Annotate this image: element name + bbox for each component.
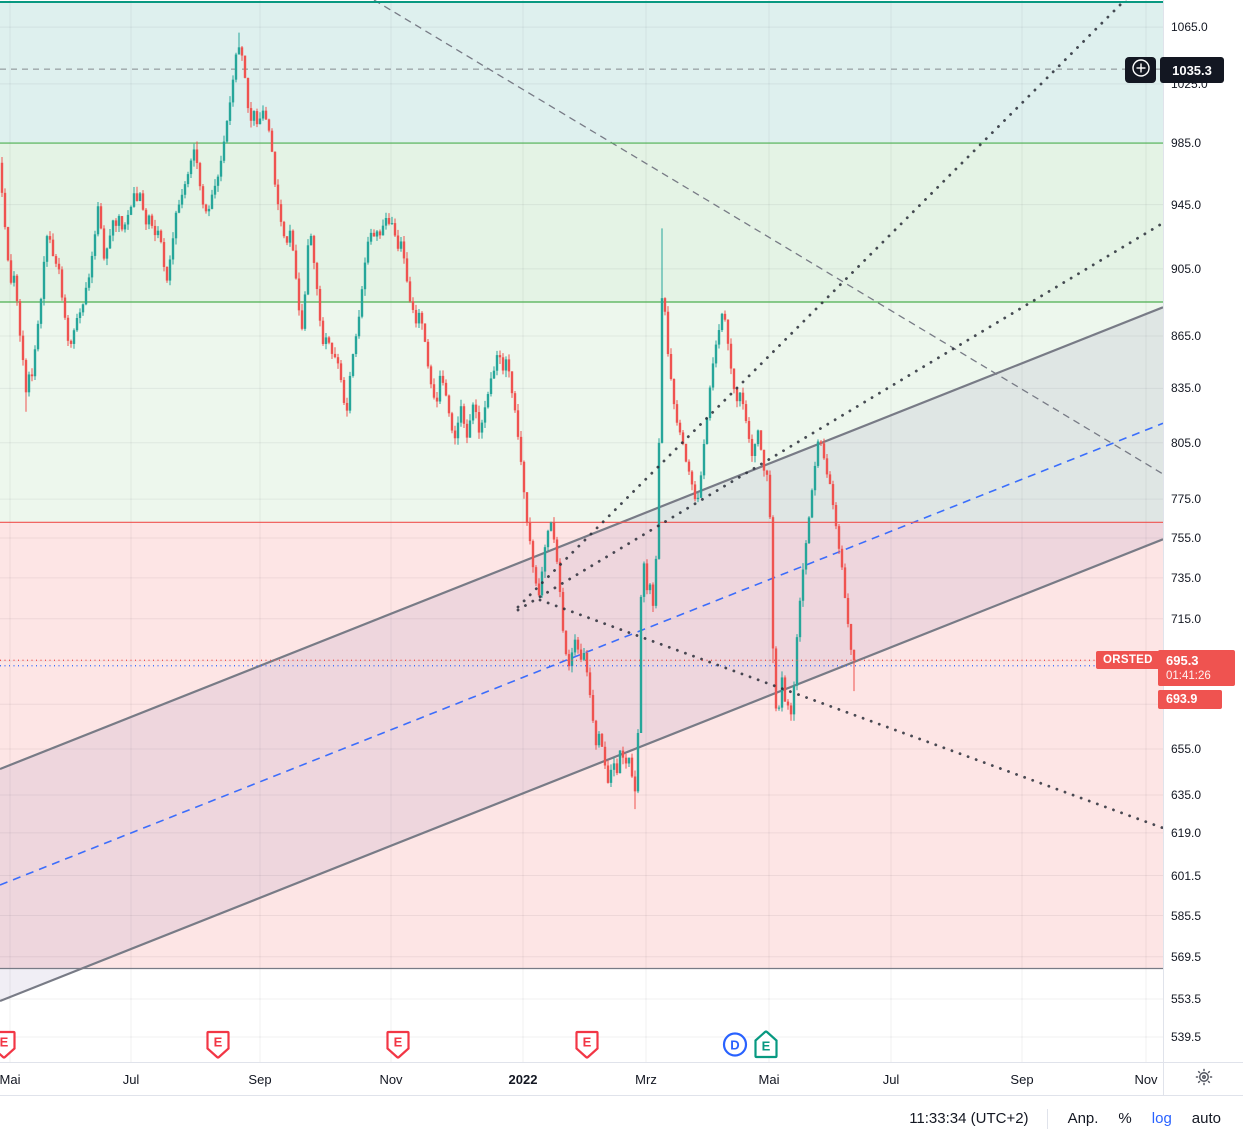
symbol-price-tag: ORSTED xyxy=(1096,651,1160,670)
axis-corner xyxy=(1163,1062,1243,1096)
adjust-button[interactable]: Anp. xyxy=(1067,1110,1099,1127)
svg-text:E: E xyxy=(0,1035,9,1050)
price-tick-label: 835.0 xyxy=(1171,381,1202,396)
price-tick-label: 905.0 xyxy=(1171,261,1202,276)
price-tick-label: 865.0 xyxy=(1171,328,1202,343)
settings-gear-button[interactable] xyxy=(1193,1067,1215,1092)
current-price-label: 695.3 01:41:26 xyxy=(1158,650,1235,686)
time-axis[interactable]: Mai Jul Sep Nov 2022 Mrz Mai Jul Sep Nov xyxy=(0,1062,1163,1096)
dividend-badge[interactable]: D xyxy=(722,1030,748,1059)
price-tick-label: 553.5 xyxy=(1171,992,1202,1006)
status-toolbar: 11:33:34 (UTC+2) Anp. % log auto xyxy=(0,1095,1243,1141)
price-tick-label: 569.5 xyxy=(1171,949,1202,964)
time-tick-label: Jul xyxy=(882,1072,900,1087)
svg-text:E: E xyxy=(214,1035,223,1050)
crosshair-price-label: 1035.3 xyxy=(1160,57,1224,83)
price-tick-label: 635.0 xyxy=(1171,788,1202,802)
time-tick-label: Mai xyxy=(0,1072,21,1087)
price-tick-label: 715.0 xyxy=(1171,611,1202,626)
price-tick-label: 601.5 xyxy=(1171,868,1202,883)
time-tick-label: Mrz xyxy=(635,1072,657,1087)
clock-display[interactable]: 11:33:34 (UTC+2) xyxy=(909,1110,1029,1127)
price-tick-label: 619.0 xyxy=(1171,825,1202,840)
earnings-badge[interactable]: E xyxy=(754,1030,779,1059)
crosshair-plus-icon xyxy=(1130,57,1152,84)
current-price-value: 695.3 xyxy=(1166,653,1199,668)
earnings-badge[interactable]: E xyxy=(575,1030,600,1059)
log-scale-button[interactable]: log xyxy=(1151,1110,1172,1127)
svg-text:E: E xyxy=(394,1035,403,1050)
svg-text:D: D xyxy=(730,1038,739,1053)
price-axis[interactable]: 1065.0 1025.0 985.0 945.0 905.0 865.0 835.0 805… xyxy=(1163,0,1243,1062)
time-tick-label: Sep xyxy=(248,1072,272,1087)
svg-text:E: E xyxy=(762,1039,771,1054)
price-tick-label: 985.0 xyxy=(1171,136,1202,151)
price-tick-label: 735.0 xyxy=(1171,570,1202,585)
time-tick-label: Nov xyxy=(1134,1072,1158,1087)
time-tick-label: Mai xyxy=(758,1072,780,1087)
time-tick-label: Jul xyxy=(122,1072,140,1087)
time-tick-label: Nov xyxy=(379,1072,403,1087)
earnings-badge[interactable]: E xyxy=(206,1030,231,1059)
price-tick-label: 585.5 xyxy=(1171,908,1202,923)
toolbar-divider xyxy=(1046,1108,1048,1129)
prev-close-price-label: 693.9 xyxy=(1158,690,1222,709)
chart-canvas[interactable]: ORSTED xyxy=(0,0,1163,1062)
add-alert-button[interactable] xyxy=(1125,57,1156,83)
candlestick-chart xyxy=(0,0,1163,1062)
price-tick-label: 1065.0 xyxy=(1171,20,1208,35)
price-tick-label: 655.0 xyxy=(1171,741,1202,756)
percent-scale-button[interactable]: % xyxy=(1118,1110,1132,1127)
time-tick-label: Sep xyxy=(1010,1072,1034,1087)
price-tick-label: 539.5 xyxy=(1171,1030,1202,1045)
earnings-badge[interactable]: E xyxy=(386,1030,411,1059)
time-tick-label: 2022 xyxy=(508,1072,538,1087)
price-tick-label: 805.0 xyxy=(1171,435,1202,450)
price-tick-label: 775.0 xyxy=(1171,492,1202,507)
price-tick-label: 755.0 xyxy=(1171,530,1202,545)
price-tick-label: 945.0 xyxy=(1171,197,1202,212)
auto-scale-button[interactable]: auto xyxy=(1191,1110,1221,1127)
gear-icon xyxy=(1194,1067,1214,1092)
bar-countdown: 01:41:26 xyxy=(1166,670,1211,682)
earnings-badge[interactable]: E xyxy=(0,1030,17,1059)
svg-text:E: E xyxy=(583,1035,592,1050)
